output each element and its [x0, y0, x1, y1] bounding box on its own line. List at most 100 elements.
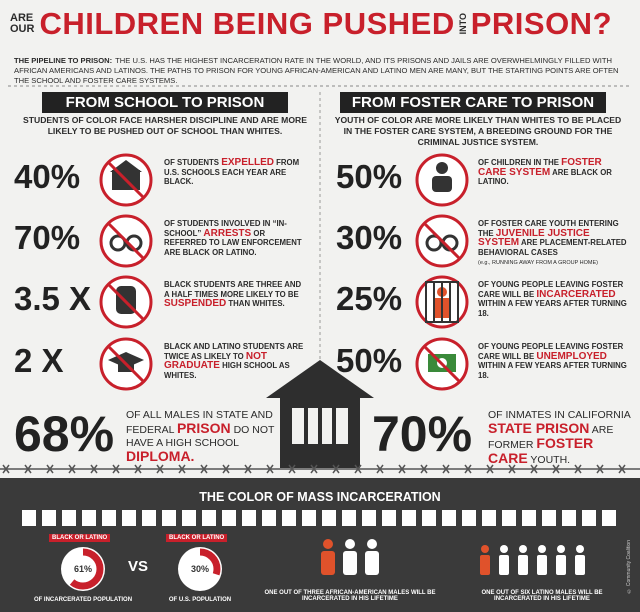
highlight: DIPLOMA.	[126, 448, 195, 464]
divider	[8, 85, 632, 87]
wall-block	[542, 510, 556, 526]
text: OF STUDENTS INVOLVED IN “IN-SCHOOL”	[164, 219, 287, 238]
barb	[376, 464, 384, 474]
barb	[68, 464, 76, 474]
text: WITHIN A FEW YEARS AFTER TURNING 18.	[478, 299, 627, 318]
wall-block	[282, 510, 296, 526]
icon	[99, 153, 153, 207]
statement: OF INMATES IN CALIFORNIA STATE PRISON AR…	[488, 409, 633, 467]
stat-figure: 25%	[336, 280, 403, 317]
donut-caption: OF U.S. POPULATION	[168, 597, 232, 603]
barb	[574, 464, 582, 474]
donut-arc	[179, 548, 221, 590]
mass-title: THE COLOR OF MASS INCARCERATION	[199, 490, 441, 504]
text: BLACK STUDENTS ARE THREE AND A HALF TIME…	[164, 280, 302, 299]
text: OF ALL MALES IN STATE AND FEDERAL	[126, 409, 273, 436]
column-divider	[319, 92, 321, 372]
icon	[99, 275, 153, 329]
highlight: PRISON	[176, 420, 231, 436]
wall-block	[562, 510, 576, 526]
right-heading: FROM FOSTER CARE TO PRISON	[340, 92, 606, 113]
text: OF YOUNG PEOPLE LEAVING FOSTER CARE WILL…	[478, 280, 624, 299]
wall-block	[122, 510, 136, 526]
barb	[244, 464, 252, 474]
wall-block	[242, 510, 256, 526]
donut-caption: BLACK OR LATINO	[166, 534, 228, 542]
intro-text: THE U.S. HAS THE HIGHEST INCARCERATION R…	[14, 56, 619, 85]
barb	[552, 464, 560, 474]
barb	[310, 464, 318, 474]
icon	[415, 214, 469, 268]
stat-text: BLACK AND LATINO STUDENTS ARE TWICE AS L…	[164, 342, 304, 380]
barb	[134, 464, 142, 474]
pre-bottom: OUR	[10, 23, 35, 35]
wall-block	[582, 510, 596, 526]
credit: © Community Coalition	[626, 540, 632, 594]
people-caption: ONE OUT OF THREE AFRICAN-AMERICAN MALES …	[264, 590, 436, 602]
highlight: STATE PRISON	[488, 420, 590, 436]
highlight: JUVENILE JUSTICE SYSTEM	[478, 227, 590, 248]
text: WITHIN A FEW YEARS AFTER TURNING 18.	[478, 361, 627, 380]
figure: 70%	[372, 406, 473, 462]
wall-block	[442, 510, 456, 526]
wall-block	[42, 510, 56, 526]
highlight: UNEMPLOYED	[536, 350, 607, 362]
text: OF INMATES IN CALIFORNIA	[488, 409, 631, 421]
title-end: PRISON?	[470, 6, 613, 41]
stat-row: 30% OF FOSTER CARE YOUTH ENTERING THE JUV…	[336, 213, 636, 269]
stat-figure: 3.5 X	[14, 280, 92, 317]
wall-block	[602, 510, 616, 526]
text: HIGH SCHOOL AS WHITES.	[164, 361, 290, 380]
wall-block	[202, 510, 216, 526]
figure: 68%	[14, 406, 115, 462]
highlight: ARRESTS	[203, 227, 252, 239]
wall-block	[362, 510, 376, 526]
text: OR REFERRED TO LAW ENFORCEMENT ARE BLACK…	[164, 228, 302, 257]
barb	[398, 464, 406, 474]
barb	[596, 464, 604, 474]
stat-row: 25% OF YOUNG PEOPLE LEAVING FOSTER CARE W…	[336, 274, 636, 330]
wall-block	[342, 510, 356, 526]
statement: OF ALL MALES IN STATE AND FEDERAL PRISON…	[126, 409, 276, 465]
wall-block	[382, 510, 396, 526]
text: FROM U.S. SCHOOLS EACH YEAR ARE BLACK.	[164, 158, 300, 186]
wall-block	[22, 510, 36, 526]
text: ARE FORMER	[488, 424, 614, 451]
stat-note: (e.g., RUNNING AWAY FROM A GROUP HOME)	[478, 260, 598, 266]
are-our: ARE OUR	[10, 13, 34, 35]
highlight: SUSPENDED	[164, 298, 227, 309]
wall-block	[502, 510, 516, 526]
stat-row: 2 X BLACK AND LATINO STUDENTS ARE TWICE A…	[14, 336, 314, 392]
stat-text: OF CHILDREN IN THE FOSTER CARE SYSTEM AR…	[478, 158, 628, 187]
wall-block	[222, 510, 236, 526]
wall-block	[422, 510, 436, 526]
stat-text: BLACK STUDENTS ARE THREE AND A HALF TIME…	[164, 280, 304, 309]
barb	[24, 464, 32, 474]
donut-arc	[62, 548, 104, 590]
barb	[200, 464, 208, 474]
wall-block	[462, 510, 476, 526]
wall-block	[82, 510, 96, 526]
donut-caption: BLACK OR LATINO	[49, 534, 111, 542]
highlight: INCARCERATED	[536, 288, 616, 300]
icon	[415, 153, 469, 207]
mass-section	[0, 478, 640, 612]
highlight: NOT GRADUATE	[164, 350, 267, 371]
donut-hole	[187, 556, 213, 582]
text: YOUTH.	[527, 454, 571, 466]
intro: THE PIPELINE TO PRISON: THE U.S. HAS THE …	[14, 56, 626, 86]
highlight: FOSTER CARE	[488, 435, 594, 466]
wall-block	[142, 510, 156, 526]
barb	[332, 464, 340, 474]
stat-row: 70% OF STUDENTS INVOLVED IN “IN-SCHOOL” A…	[14, 213, 314, 269]
into: INTO	[457, 13, 468, 35]
stat-figure: 50%	[336, 158, 403, 195]
people-caption: ONE OUT OF SIX LATINO MALES WILL BE INCA…	[481, 590, 603, 602]
text: OF CHILDREN IN THE	[478, 158, 562, 167]
icon	[415, 337, 469, 391]
barb	[90, 464, 98, 474]
stat-figure: 50%	[336, 342, 403, 379]
text: DO NOT HAVE A HIGH SCHOOL	[126, 424, 275, 449]
icon	[99, 337, 153, 391]
wall-block	[302, 510, 316, 526]
